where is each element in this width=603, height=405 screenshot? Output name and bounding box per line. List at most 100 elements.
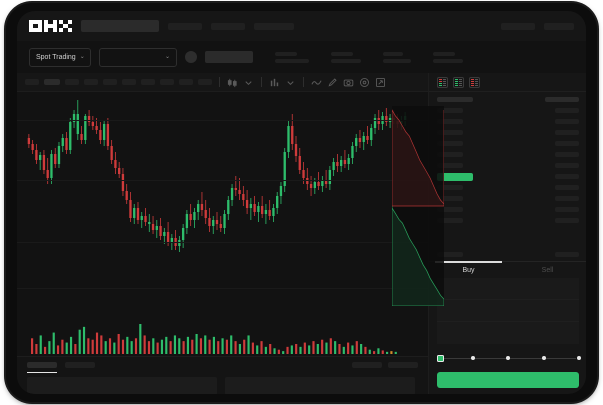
orderbook-col-header-amount — [545, 97, 579, 102]
orderbook-header — [429, 73, 586, 92]
order-total-field[interactable] — [437, 322, 579, 344]
bid-amount — [555, 207, 579, 212]
order-book[interactable] — [429, 92, 586, 249]
bottom-content-block-left[interactable] — [27, 377, 217, 394]
orders-panel-content — [27, 377, 415, 394]
pair-name-placeholder — [205, 51, 253, 63]
orderbook-ask-row[interactable] — [437, 107, 579, 114]
bottom-content-block-right[interactable] — [225, 377, 415, 394]
bottom-tab-open-orders[interactable] — [27, 362, 57, 373]
timeframe-button[interactable] — [122, 79, 136, 85]
slider-stop-75[interactable] — [541, 356, 546, 360]
stat-value — [383, 58, 411, 63]
bid-price — [437, 218, 463, 223]
stat-label — [275, 51, 297, 56]
orderbook-ask-row[interactable] — [437, 151, 579, 158]
ob-icon-bars-left — [455, 78, 458, 86]
candles-layer — [27, 100, 407, 252]
settings-icon[interactable] — [359, 77, 370, 88]
volume-chart[interactable] — [17, 310, 428, 356]
stat-value — [331, 58, 361, 63]
chart-gridline — [17, 288, 428, 289]
trade-panel-header — [429, 249, 586, 261]
app-screen: Spot Trading ⌄ ⌄ — [17, 11, 586, 394]
ask-amount — [555, 163, 579, 168]
market-type-selector[interactable]: Spot Trading ⌄ — [29, 47, 91, 67]
ask-amount — [555, 141, 579, 146]
nav-item-4[interactable] — [501, 22, 535, 30]
timeframe-button[interactable] — [141, 79, 155, 85]
trading-pair-selector[interactable]: ⌄ — [99, 47, 177, 67]
orderbook-bid-row[interactable] — [437, 195, 579, 202]
ob-icon-bars-right — [475, 78, 478, 86]
slider-stop-50[interactable] — [506, 356, 510, 360]
amount-percent-slider[interactable] — [437, 350, 581, 366]
bottom-action-2[interactable] — [388, 362, 418, 368]
bottom-tab-order-history[interactable] — [65, 362, 95, 368]
nav-item-3[interactable] — [254, 22, 294, 30]
chevron-down-icon[interactable] — [285, 77, 296, 88]
orders-panel — [17, 356, 428, 394]
orderbook-bid-row[interactable] — [437, 217, 579, 224]
bid-price — [437, 185, 463, 190]
buy-tab[interactable]: Buy — [429, 261, 508, 278]
timeframe-button[interactable] — [84, 79, 98, 85]
candlestick-chart[interactable] — [17, 92, 428, 310]
orderbook-ask-row[interactable] — [437, 129, 579, 136]
timeframe-button[interactable] — [160, 79, 174, 85]
order-price-field[interactable] — [437, 278, 579, 300]
order-amount-field[interactable] — [437, 300, 579, 322]
fullscreen-icon[interactable] — [375, 77, 386, 88]
nav-item-5[interactable] — [544, 22, 574, 30]
stat-24h-high — [383, 51, 411, 63]
timeframe-button[interactable] — [25, 79, 39, 85]
coin-avatar — [185, 51, 197, 63]
ask-amount — [555, 130, 579, 135]
chart-gridline — [17, 242, 428, 243]
active-tab-underline — [27, 372, 57, 373]
nav-search-placeholder[interactable] — [81, 20, 159, 32]
slider-stop-100[interactable] — [577, 356, 581, 360]
orderbook-bid-row[interactable] — [437, 184, 579, 191]
orderbook-view-asks-icon[interactable] — [469, 76, 480, 88]
orderbook-header-row — [437, 96, 579, 103]
bid-price — [437, 207, 463, 212]
ask-price — [437, 163, 463, 168]
timeframe-button[interactable] — [198, 79, 212, 85]
tab-label-placeholder — [65, 362, 95, 368]
bid-amount — [555, 196, 579, 201]
ask-amount — [555, 119, 579, 124]
nav-item-2[interactable] — [211, 22, 245, 30]
orderbook-last-price-row — [437, 172, 579, 181]
ask-price — [437, 119, 463, 124]
chart-type-icon[interactable] — [227, 77, 238, 88]
slider-handle[interactable] — [437, 354, 444, 362]
timeframe-button[interactable] — [65, 79, 79, 85]
slider-stop-25[interactable] — [470, 356, 475, 360]
trendline-icon[interactable] — [311, 77, 322, 88]
drawing-tool-icon[interactable] — [327, 77, 338, 88]
orderbook-bid-row[interactable] — [437, 206, 579, 213]
orderbook-view-both-icon[interactable] — [437, 76, 448, 88]
timeframe-button[interactable] — [179, 79, 193, 85]
device-frame: Spot Trading ⌄ ⌄ — [6, 3, 597, 402]
chevron-down-icon[interactable] — [243, 77, 254, 88]
orderbook-ask-row[interactable] — [437, 118, 579, 125]
okx-logo[interactable] — [29, 19, 72, 33]
tab-label-placeholder — [27, 362, 57, 368]
orderbook-ask-row[interactable] — [437, 140, 579, 147]
buy-submit-button[interactable] — [437, 372, 579, 388]
indicators-icon[interactable] — [269, 77, 280, 88]
camera-icon[interactable] — [343, 77, 354, 88]
orderbook-view-bids-icon[interactable] — [453, 76, 464, 88]
sell-tab[interactable]: Sell — [541, 266, 554, 274]
nav-item-1[interactable] — [168, 22, 202, 30]
timeframe-button[interactable] — [103, 79, 117, 85]
stat-value — [433, 58, 463, 63]
ob-icon-bars-right — [459, 78, 462, 86]
orderbook-ask-row[interactable] — [437, 162, 579, 169]
bottom-action-1[interactable] — [352, 362, 382, 368]
timeframe-button-active[interactable] — [44, 79, 60, 85]
chart-column — [17, 73, 444, 394]
ob-icon-bars-left — [471, 78, 474, 86]
